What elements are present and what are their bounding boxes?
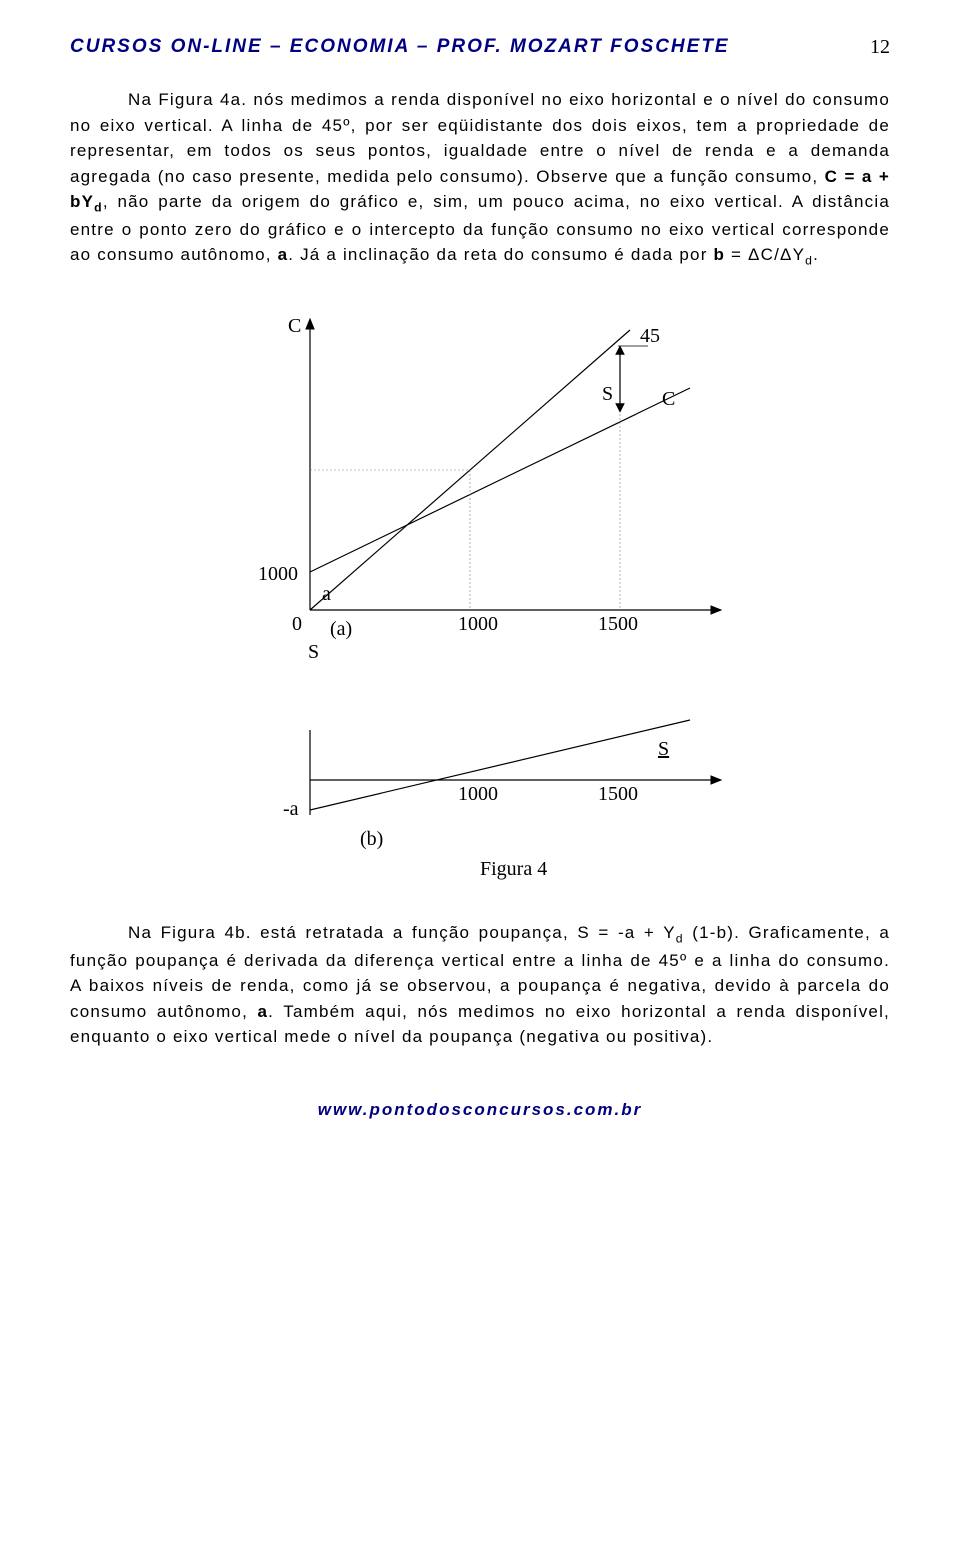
page-number: 12	[870, 36, 890, 59]
label-1000-y: 1000	[258, 563, 298, 585]
tick-1500-a: 1500	[598, 613, 638, 635]
label-panel-b: (b)	[360, 828, 383, 850]
p1-text-e: .	[813, 245, 819, 264]
p1-bold2: a	[278, 245, 289, 264]
p2-text-a: Na Figura 4b. está retratada a função po…	[128, 923, 676, 942]
label-C-right: C	[662, 388, 675, 410]
p1-bold3: b	[713, 245, 725, 264]
p1-sub2: d	[805, 254, 813, 268]
p1-text-d: = ΔC/ΔY	[725, 245, 805, 264]
label-S-top: S	[602, 383, 613, 405]
footer-link: www.pontodosconcursos.com.br	[70, 1100, 890, 1120]
p2-bold1: a	[258, 1002, 269, 1021]
p1-text-c: . Já a inclinação da reta do consumo é d…	[288, 245, 713, 264]
label-45: 45	[640, 325, 660, 347]
label-C-axis: C	[288, 315, 301, 337]
p2-sub1: d	[676, 931, 684, 945]
tick-1000-a: 1000	[458, 613, 498, 635]
figure-caption: Figura 4	[480, 858, 547, 880]
page-header: CURSOS ON-LINE – ECONOMIA – PROF. MOZART…	[70, 36, 890, 59]
body-text-block-1: Na Figura 4a. nós medimos a renda dispon…	[70, 87, 890, 270]
document-page: CURSOS ON-LINE – ECONOMIA – PROF. MOZART…	[0, 0, 960, 1561]
paragraph-1: Na Figura 4a. nós medimos a renda dispon…	[70, 87, 890, 270]
tick-1500-b: 1500	[598, 783, 638, 805]
label-S-b: S	[658, 738, 669, 760]
label-a-intercept: a	[322, 583, 331, 605]
paragraph-2: Na Figura 4b. está retratada a função po…	[70, 920, 890, 1050]
figure-4: C 45 S C 1000 a 0 (a) S 1000 1500 -a 100…	[70, 300, 890, 890]
label-origin-0: 0	[292, 613, 302, 635]
p1-sub1: d	[94, 200, 103, 214]
header-title: CURSOS ON-LINE – ECONOMIA – PROF. MOZART…	[70, 36, 730, 58]
panel-a-consumption-line	[310, 388, 690, 572]
body-text-block-2: Na Figura 4b. está retratada a função po…	[70, 920, 890, 1050]
label-panel-a: (a)	[330, 618, 352, 640]
p1-text-a: Na Figura 4a. nós medimos a renda dispon…	[70, 90, 890, 186]
label-S-below: S	[308, 641, 319, 663]
figure-4-svg: C 45 S C 1000 a 0 (a) S 1000 1500 -a 100…	[170, 300, 790, 890]
label-neg-a: -a	[283, 798, 299, 820]
tick-1000-b: 1000	[458, 783, 498, 805]
